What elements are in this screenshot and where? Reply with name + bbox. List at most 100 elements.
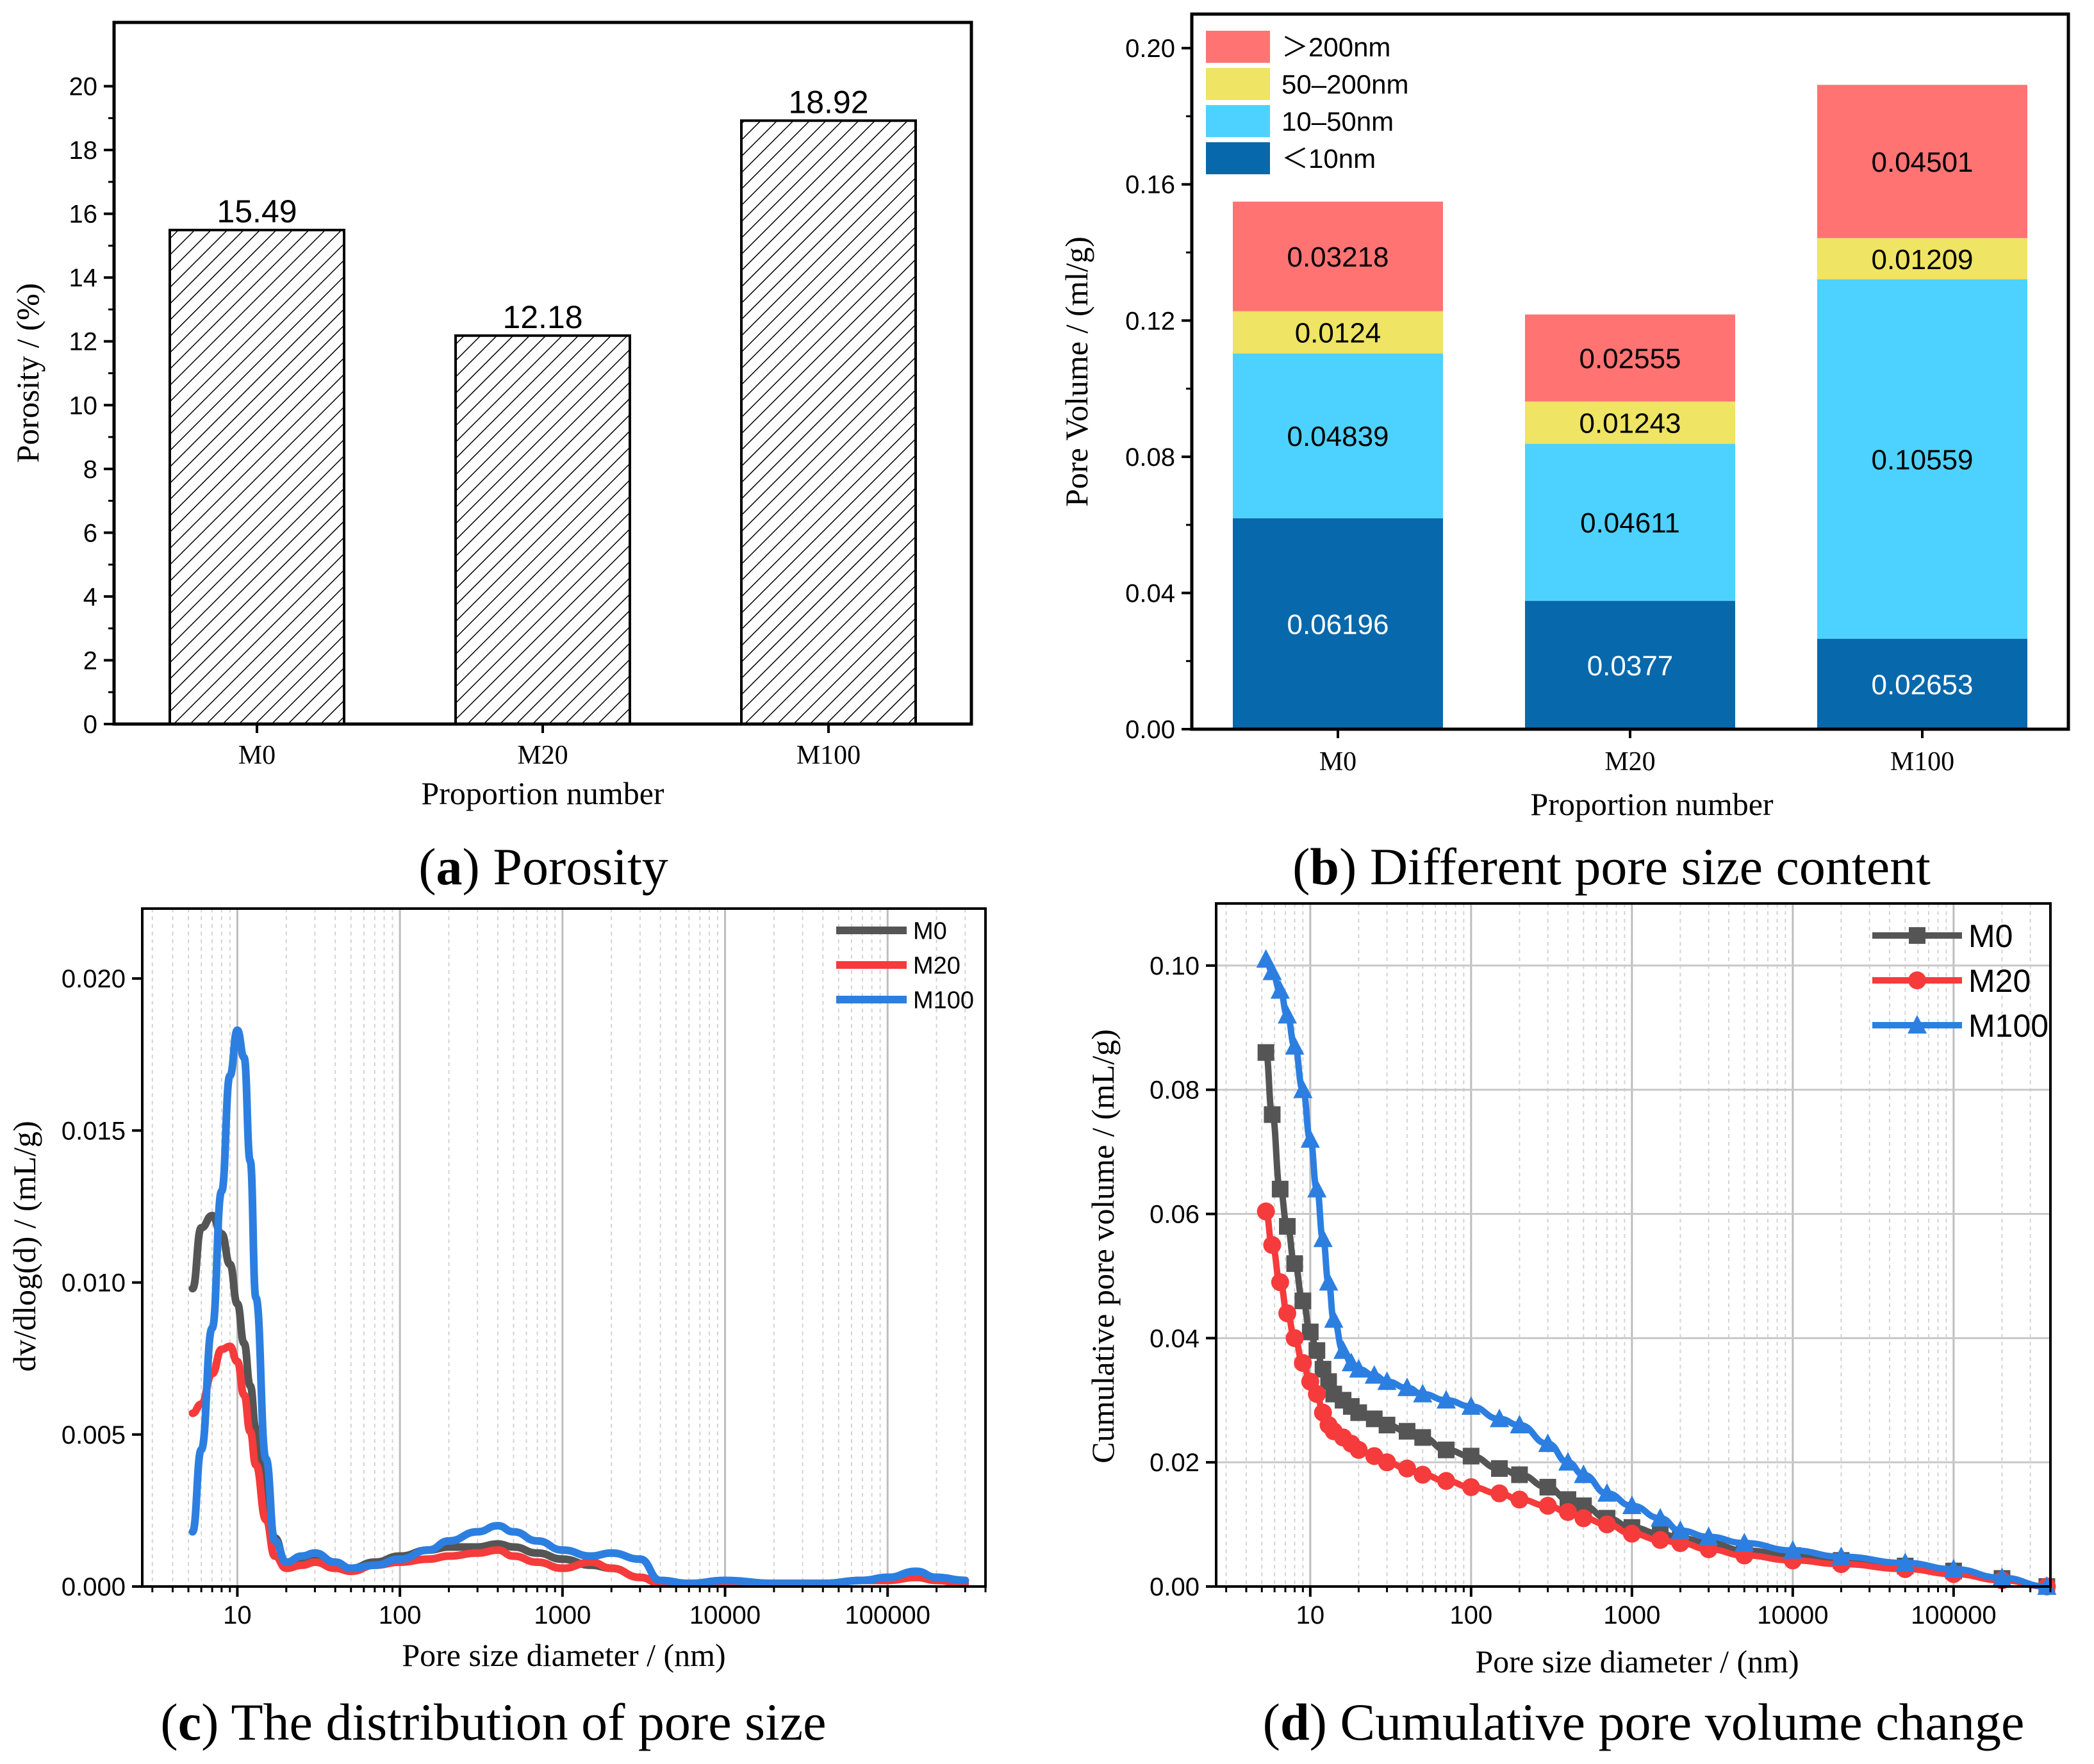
chart-d-point-m100 — [1313, 1228, 1333, 1248]
chart-d-point-m20 — [1462, 1478, 1480, 1496]
chart-d-caption-text: Cumulative pore volume change — [1340, 1693, 2024, 1751]
chart-d-point-m0 — [1301, 1323, 1319, 1340]
chart-d-point-m20 — [1538, 1497, 1557, 1515]
chart-d-point-m20 — [1278, 1304, 1297, 1323]
chart-d-xtick-label: 10 — [1296, 1601, 1325, 1629]
chart-d-point-m100 — [1783, 1540, 1802, 1559]
chart-d-point-m0 — [1437, 1441, 1455, 1458]
chart-c-pore-distribution: 10 100 1000 10000 100000 0.000 0.005 0.010 0.015… — [6, 907, 987, 1673]
chart-b-segment-label: 0.04501 — [1871, 147, 1973, 178]
chart-d-series-m0 — [1262, 1049, 2050, 1590]
chart-b-bar-m100-seg3 — [1817, 85, 2027, 238]
chart-d-point-m100 — [1377, 1371, 1397, 1390]
chart-d-xlabel: Pore size diameter / (nm) — [1475, 1644, 1799, 1679]
chart-d-point-m20 — [1574, 1509, 1593, 1528]
chart-a-caption: (a) Porosity — [418, 837, 668, 896]
chart-c-series-m100 — [188, 1026, 969, 1588]
chart-d-ytick-label: 0.04 — [1150, 1324, 1200, 1353]
chart-d-legend-marker — [1908, 971, 1926, 989]
chart-d-point-m100 — [1319, 1272, 1339, 1291]
chart-b-legend-label: 50–200nm — [1282, 69, 1409, 99]
chart-c-legend-label: M0 — [913, 918, 947, 945]
chart-d-point-m100 — [1300, 1129, 1320, 1148]
chart-b-bars: 0.06196 0.04839 0.0124 0.03218 0.0377 0.04611… — [1233, 85, 2027, 729]
chart-d-point-m0 — [1414, 1429, 1431, 1446]
chart-b-legend: ＞200nm 50–200nm 10–50nm ＜10nm — [1206, 31, 1409, 174]
chart-d-xtick-label: 10000 — [1757, 1601, 1828, 1629]
chart-d-point-m0 — [1398, 1422, 1415, 1440]
chart-d-point-m100 — [1651, 1508, 1670, 1527]
chart-c-caption-letter: c — [178, 1693, 201, 1751]
chart-c-xtick-label: 100 — [379, 1601, 422, 1629]
chart-d-ytick-label: 0.10 — [1150, 952, 1200, 980]
chart-a-porosity: 15.49 12.18 18.92 M0 M20 M100 0 2 4 6 8 10 12 14 16 18… — [10, 21, 973, 811]
chart-d-point-m20 — [1257, 1202, 1275, 1221]
chart-b-caption-text: Different pore size content — [1370, 837, 1931, 896]
chart-b-caption: (b) Different pore size content — [1292, 837, 1931, 896]
chart-c-xtick-label: 10 — [223, 1601, 252, 1629]
chart-d-point-m0 — [1511, 1466, 1528, 1483]
chart-d-point-m20 — [1378, 1453, 1396, 1472]
chart-d-point-m0 — [1378, 1417, 1396, 1434]
chart-b-bar-m0-seg0 — [1233, 518, 1443, 729]
chart-d-point-m20 — [1651, 1531, 1670, 1549]
chart-c-xtick-label: 100000 — [845, 1601, 930, 1629]
chart-d-lines — [1256, 949, 2057, 1595]
chart-b-segment-label: 0.0377 — [1587, 650, 1674, 682]
chart-a-bars: 15.49 12.18 18.92 — [169, 84, 917, 726]
chart-a-bar-m20 — [454, 334, 631, 725]
chart-d-point-m20 — [1414, 1465, 1432, 1484]
chart-b-ytick-label: 0.04 — [1125, 579, 1175, 607]
chart-d-point-m100 — [1285, 1035, 1305, 1055]
chart-d-point-m0 — [1264, 1106, 1281, 1123]
chart-b-segment-label: 0.01209 — [1871, 244, 1973, 276]
chart-c-ytick-label: 0.000 — [62, 1573, 126, 1601]
chart-d-point-m20 — [1397, 1459, 1416, 1478]
chart-b-legend-label: ＞200nm — [1282, 32, 1390, 62]
chart-d-point-m20 — [1294, 1354, 1312, 1372]
chart-d-point-m100 — [1992, 1567, 2012, 1587]
chart-a-value-label: 15.49 — [217, 194, 297, 229]
chart-b-xtick-label: M100 — [1890, 747, 1954, 777]
chart-d-point-m100 — [1413, 1383, 1433, 1403]
chart-d-ylabel: Cumulative pore volume / (mL/g) — [1085, 1029, 1121, 1463]
chart-d-point-m100 — [1597, 1483, 1617, 1502]
chart-d-point-m100 — [1490, 1408, 1510, 1428]
chart-c-caption: (c) The distribution of pore size — [160, 1693, 826, 1751]
chart-d-ytick-label: 0.08 — [1150, 1076, 1200, 1105]
chart-d-point-m100 — [1364, 1365, 1384, 1384]
chart-c-ytick-label: 0.005 — [62, 1421, 126, 1449]
chart-d-point-m100 — [1436, 1390, 1456, 1409]
chart-b-segment-label: 0.02653 — [1871, 670, 1973, 701]
chart-a-value-label: 12.18 — [502, 299, 582, 335]
chart-c-legend-label: M20 — [913, 953, 960, 980]
chart-b-segment-label: 0.06196 — [1287, 609, 1389, 640]
chart-a-caption-letter: a — [436, 837, 463, 896]
chart-c-caption-text: The distribution of pore size — [231, 1693, 826, 1751]
chart-b-bar-m0-seg1 — [1233, 353, 1443, 518]
chart-d-point-m20 — [1558, 1503, 1577, 1521]
chart-b-bar-m0-seg2 — [1233, 311, 1443, 354]
chart-a-ytick-label: 6 — [83, 519, 97, 547]
chart-a-value-label: 18.92 — [788, 84, 868, 120]
chart-d-point-m0 — [1294, 1292, 1312, 1310]
chart-d-point-m100 — [1307, 1178, 1327, 1198]
chart-d-point-m20 — [1597, 1515, 1616, 1534]
chart-d-point-m100 — [1574, 1464, 1594, 1483]
chart-c-ytick-label: 0.015 — [62, 1117, 126, 1145]
chart-d-grid — [1216, 903, 2051, 1587]
chart-d-point-m20 — [1622, 1524, 1641, 1543]
chart-a-ytick-label: 18 — [69, 136, 98, 165]
chart-d-point-m100 — [1324, 1309, 1344, 1328]
chart-b-ytick-label: 0.00 — [1125, 716, 1175, 744]
chart-d-legend-marker — [1908, 1015, 1927, 1034]
chart-b-bar-m100-seg0 — [1817, 639, 2027, 729]
chart-b-bar-m20-seg3 — [1525, 314, 1735, 402]
chart-a-xtick-label: M100 — [796, 741, 861, 770]
chart-c-frame — [141, 907, 987, 1588]
chart-b-bar-m20-seg2 — [1525, 401, 1735, 444]
chart-d-point-m100 — [1699, 1526, 1719, 1546]
chart-d-point-m100 — [1558, 1452, 1578, 1471]
chart-b-caption-letter: b — [1310, 837, 1339, 896]
